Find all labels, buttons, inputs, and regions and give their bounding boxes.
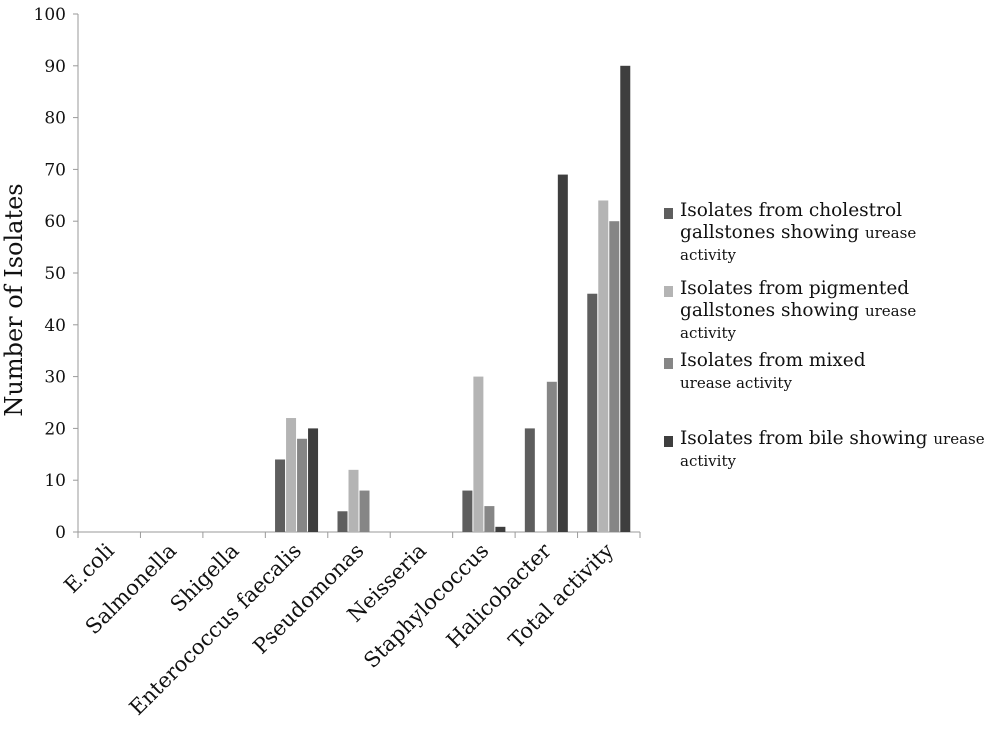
legend-swatch-cholesterol bbox=[664, 208, 673, 219]
legend-label-cholesterol-urease: urease bbox=[864, 224, 917, 242]
bar-series-2 bbox=[473, 376, 484, 532]
bar-series-3 bbox=[359, 490, 370, 532]
y-tick-label: 50 bbox=[44, 264, 66, 284]
x-tick-label: Pseudomonas bbox=[248, 539, 368, 659]
bar-series-2 bbox=[348, 469, 359, 532]
bar-series-4 bbox=[495, 526, 506, 532]
legend-label-bile: Isolates from bile showing bbox=[680, 428, 928, 449]
y-tick-label: 100 bbox=[34, 5, 66, 25]
legend-swatch-pigmented bbox=[664, 286, 673, 297]
legend-label-pigmented-urease: urease bbox=[864, 302, 917, 320]
bar-series-4 bbox=[557, 174, 568, 532]
bar-series-3 bbox=[609, 221, 620, 532]
y-tick-label: 80 bbox=[44, 109, 66, 129]
y-tick-label: 30 bbox=[44, 368, 66, 388]
y-axis: 0 10 20 30 40 50 60 70 80 90 100 bbox=[34, 5, 79, 543]
bar-series-1 bbox=[337, 511, 348, 532]
legend-swatch-mixed bbox=[664, 358, 673, 369]
y-axis-title: Number of Isolates bbox=[0, 183, 28, 416]
y-tick-label: 10 bbox=[44, 471, 66, 491]
x-tick-label: E.coli bbox=[59, 538, 118, 597]
bar-series-3 bbox=[484, 506, 495, 532]
bar-series-1 bbox=[524, 428, 535, 532]
bar-series-2 bbox=[286, 418, 297, 532]
bar-series-1 bbox=[462, 490, 473, 532]
y-tick-label: 20 bbox=[44, 419, 66, 439]
legend-label-cholesterol-activity: activity bbox=[680, 246, 736, 264]
y-tick-label: 40 bbox=[44, 316, 66, 336]
bar-series-4 bbox=[620, 65, 631, 533]
bar-series-1 bbox=[275, 459, 286, 532]
bars bbox=[275, 65, 631, 533]
legend-label-bile-activity: activity bbox=[680, 452, 736, 470]
bar-series-3 bbox=[297, 438, 308, 532]
legend-swatch-bile bbox=[664, 436, 673, 447]
legend-label-pigmented-activity: activity bbox=[680, 324, 736, 342]
y-tick-label: 90 bbox=[44, 57, 66, 77]
legend-label-cholesterol: Isolates from cholestrol gallstones show… bbox=[680, 200, 902, 243]
y-tick-label: 70 bbox=[44, 160, 66, 180]
bar-series-1 bbox=[587, 293, 598, 532]
bar-series-4 bbox=[308, 428, 319, 532]
y-tick-label: 0 bbox=[55, 523, 66, 543]
legend-label-bile-urease: urease bbox=[933, 430, 985, 448]
bar-series-3 bbox=[546, 381, 557, 532]
y-tick-label: 60 bbox=[44, 212, 66, 232]
legend-label-mixed-urease-activity: urease activity bbox=[680, 374, 792, 392]
bar-series-2 bbox=[598, 200, 609, 533]
legend-label-mixed: Isolates from mixed bbox=[680, 350, 866, 371]
legend-label-pigmented: Isolates from pigmented gallstones showi… bbox=[680, 278, 910, 321]
